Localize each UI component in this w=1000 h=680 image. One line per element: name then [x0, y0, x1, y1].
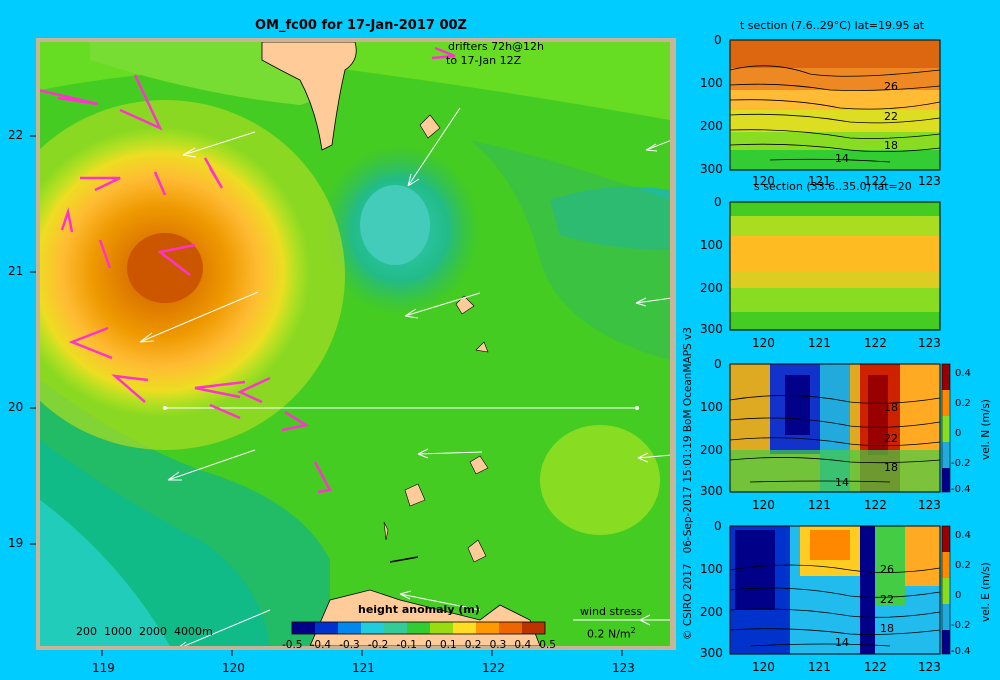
cbar-tick: 0 — [955, 428, 962, 439]
lon-tick: 121 — [352, 661, 375, 675]
lon-tick: 120 — [222, 661, 245, 675]
contour-label: 22 — [880, 593, 894, 606]
colorbar-title: height anomaly (m) — [358, 603, 480, 616]
contour-label: 18 — [880, 622, 894, 635]
island — [467, 539, 487, 563]
contour-label: 14 — [835, 152, 849, 165]
lon-tick: 121 — [808, 660, 831, 674]
lat-tick: 22 — [8, 128, 24, 142]
lon-tick: 120 — [752, 336, 775, 350]
depth-tick: 200 — [700, 281, 723, 295]
cbar-tick: 0.4 — [955, 530, 971, 541]
depth-tick: 200 — [700, 443, 723, 457]
contour-label: 14 — [835, 636, 849, 649]
depth-tick: 300 — [700, 322, 723, 336]
depth-tick: 100 — [700, 562, 723, 576]
vel-e-section-plot: 26 22 18 14 — [729, 525, 941, 655]
cbar-tick: -0.2 — [951, 458, 971, 469]
lon-tick: 123 — [918, 498, 941, 512]
cbar-tick: 0 — [955, 590, 962, 601]
contour-label: 26 — [884, 80, 898, 93]
depth-tick: 0 — [714, 357, 722, 371]
t-section-title: t section (7.6..29°C) lat=19.95 at — [740, 19, 925, 32]
cbar-tick: -0.4 — [951, 646, 971, 657]
depth-tick: 300 — [700, 484, 723, 498]
island — [419, 114, 441, 139]
lon-tick: 122 — [864, 498, 887, 512]
lon-tick: 123 — [918, 174, 941, 188]
contour-label: 14 — [835, 476, 849, 489]
land-taiwan — [261, 42, 357, 151]
contour-label: 18 — [884, 401, 898, 414]
lon-tick: 122 — [482, 661, 505, 675]
vel-e-label: vel. E (m/s) — [980, 562, 992, 622]
depth-tick: 300 — [700, 646, 723, 660]
lat-tick: 21 — [8, 264, 24, 278]
contour-label: 22 — [884, 432, 898, 445]
lon-tick: 123 — [612, 661, 635, 675]
depth-tick: 0 — [714, 195, 722, 209]
wind-stress-label: wind stress — [580, 605, 643, 618]
lon-tick: 119 — [92, 661, 115, 675]
drifters-label: drifters 72h@12h — [448, 40, 545, 53]
lon-tick: 122 — [864, 336, 887, 350]
lon-tick: 122 — [864, 660, 887, 674]
lon-tick: 123 — [918, 660, 941, 674]
s-section-plot — [729, 201, 941, 331]
wind-stress-scale: 0.2 N/m2 — [587, 626, 636, 641]
cbar-tick: 0.2 — [955, 398, 971, 409]
colorbar-ticks: -0.5 -0.4 -0.3 -0.2 -0.1 0 0.1 0.2 0.3 0… — [282, 639, 556, 651]
cbar-tick: 0.2 — [955, 560, 971, 571]
drifter-tracks — [40, 46, 456, 494]
depth-tick: 100 — [700, 76, 723, 90]
contour-label: 22 — [884, 110, 898, 123]
depth-tick: 200 — [700, 605, 723, 619]
contour-label: 18 — [884, 461, 898, 474]
section-panels: 26 22 18 14 18 22 18 14 — [729, 39, 951, 655]
cbar-tick: 0.4 — [955, 368, 971, 379]
vel-colorbars — [941, 363, 951, 655]
lon-tick: 122 — [864, 174, 887, 188]
island — [404, 483, 426, 507]
depth-tick: 100 — [700, 238, 723, 252]
lon-tick: 121 — [808, 336, 831, 350]
island — [469, 455, 489, 475]
depth-legend: 200 1000 2000 4000m — [76, 625, 213, 638]
contour-label: 18 — [884, 139, 898, 152]
lat-tick: 19 — [8, 536, 24, 550]
depth-tick: 0 — [714, 519, 722, 533]
vel-n-section-plot: 18 22 18 14 — [729, 363, 941, 493]
island — [475, 341, 489, 353]
contour-label: 26 — [880, 563, 894, 576]
lon-tick: 123 — [918, 336, 941, 350]
depth-tick: 300 — [700, 162, 723, 176]
lon-tick: 120 — [752, 660, 775, 674]
vel-n-label: vel. N (m/s) — [980, 399, 992, 460]
wind-stress-arrows — [139, 107, 670, 646]
depth-tick: 0 — [714, 33, 722, 47]
lat-tick: 20 — [8, 400, 24, 414]
t-section-plot: 26 22 18 14 — [729, 39, 941, 171]
drifters-date-label: to 17-Jan 12Z — [446, 54, 522, 67]
map-title: OM_fc00 for 17-Jan-2017 00Z — [255, 18, 467, 33]
depth-tick: 200 — [700, 119, 723, 133]
s-section-title: s section (33.6..35.0) lat=20 — [754, 180, 912, 193]
height-anomaly-map — [30, 38, 676, 656]
lon-tick: 120 — [752, 174, 775, 188]
lon-tick: 120 — [752, 498, 775, 512]
lon-tick: 121 — [808, 498, 831, 512]
cbar-tick: -0.2 — [951, 620, 971, 631]
depth-tick: 100 — [700, 400, 723, 414]
cbar-tick: -0.4 — [951, 484, 971, 495]
height-colorbar — [291, 621, 546, 635]
lon-tick: 121 — [808, 174, 831, 188]
